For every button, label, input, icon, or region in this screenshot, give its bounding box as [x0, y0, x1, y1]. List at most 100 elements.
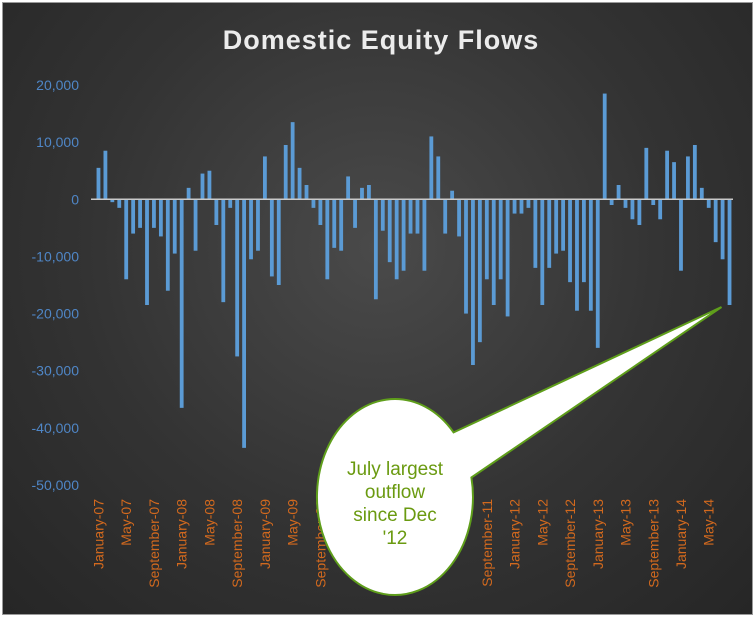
bar	[401, 199, 406, 271]
bar	[415, 199, 420, 234]
bar	[131, 199, 136, 234]
bar	[692, 145, 697, 200]
bar	[165, 199, 170, 291]
bar	[297, 167, 302, 200]
bar	[422, 199, 427, 271]
bar	[304, 185, 309, 200]
bar	[117, 199, 122, 208]
callout-line: since Dec	[353, 505, 436, 526]
bar	[283, 145, 288, 200]
bar	[256, 199, 260, 251]
bar	[346, 176, 351, 200]
bar	[193, 199, 198, 251]
bar	[512, 199, 517, 214]
bar	[96, 167, 101, 200]
bar	[623, 199, 628, 208]
y-tick-label: -40,000	[32, 420, 80, 436]
bar	[540, 199, 545, 305]
x-tick-label: January-08	[174, 499, 190, 569]
x-tick-label: September-08	[229, 499, 245, 588]
bar	[477, 199, 482, 343]
bar	[214, 199, 219, 225]
bar	[443, 199, 448, 234]
x-tick-label: May-09	[285, 499, 301, 546]
x-tick-label: September-13	[645, 499, 661, 588]
bar	[582, 199, 586, 283]
bar	[672, 162, 676, 200]
bar	[249, 199, 253, 260]
y-tick-label: -10,000	[32, 248, 80, 264]
bar	[491, 199, 496, 305]
bar	[630, 199, 635, 220]
bar	[436, 156, 441, 200]
bar	[124, 199, 129, 280]
bar	[207, 170, 212, 200]
bar	[110, 199, 115, 203]
bar	[269, 199, 274, 277]
bar	[339, 199, 344, 251]
bar	[373, 199, 378, 300]
bar	[547, 199, 552, 268]
bar	[713, 199, 718, 243]
x-tick-label: May-13	[618, 499, 634, 546]
bar	[651, 199, 656, 205]
bar	[311, 199, 316, 208]
x-tick-label: January-09	[257, 499, 273, 569]
bar	[172, 199, 177, 254]
bar	[526, 199, 531, 208]
bar	[145, 199, 149, 305]
bar	[450, 190, 455, 200]
y-tick-label: -20,000	[32, 306, 80, 322]
bar	[103, 150, 108, 200]
bar	[360, 187, 364, 200]
bar	[235, 199, 240, 357]
bar	[387, 199, 392, 263]
bar	[457, 199, 461, 237]
bar	[318, 199, 323, 225]
x-tick-label: January-12	[507, 499, 523, 569]
bar	[221, 199, 226, 303]
bar	[200, 173, 205, 200]
x-tick-label: May-08	[201, 499, 217, 546]
bar	[158, 199, 163, 237]
bar	[429, 136, 434, 200]
bar	[706, 199, 711, 208]
bar	[505, 199, 510, 317]
bar	[464, 199, 468, 314]
bar	[554, 199, 559, 254]
y-tick-label: 0	[71, 191, 79, 207]
bar	[242, 199, 246, 448]
x-tick-label: January-07	[90, 499, 106, 569]
y-tick-label: 20,000	[36, 77, 79, 93]
bar	[408, 199, 413, 234]
bar	[367, 185, 371, 200]
bar	[616, 185, 621, 200]
bar	[637, 199, 642, 225]
x-tick-label: September-07	[146, 499, 162, 588]
bar	[519, 199, 524, 214]
callout-line: outflow	[365, 482, 425, 503]
bar	[186, 187, 191, 200]
callout-bubble	[315, 306, 723, 597]
bar	[471, 199, 475, 365]
bar	[276, 199, 281, 285]
x-tick-label: September-11	[479, 499, 495, 587]
bar	[498, 199, 503, 280]
x-tick-label: January-14	[673, 499, 689, 569]
bar	[394, 199, 399, 280]
y-tick-label: -50,000	[32, 477, 80, 493]
bar	[228, 199, 233, 208]
bar	[665, 150, 670, 200]
bar	[152, 199, 156, 228]
bar	[561, 199, 565, 251]
y-tick-label: -30,000	[32, 363, 80, 379]
bar	[679, 199, 683, 271]
bars-group	[96, 93, 732, 448]
bar	[720, 199, 725, 260]
bar	[699, 187, 704, 200]
bar	[484, 199, 489, 280]
x-tick-label: September-12	[562, 499, 578, 588]
x-tick-label: January-13	[590, 499, 606, 569]
